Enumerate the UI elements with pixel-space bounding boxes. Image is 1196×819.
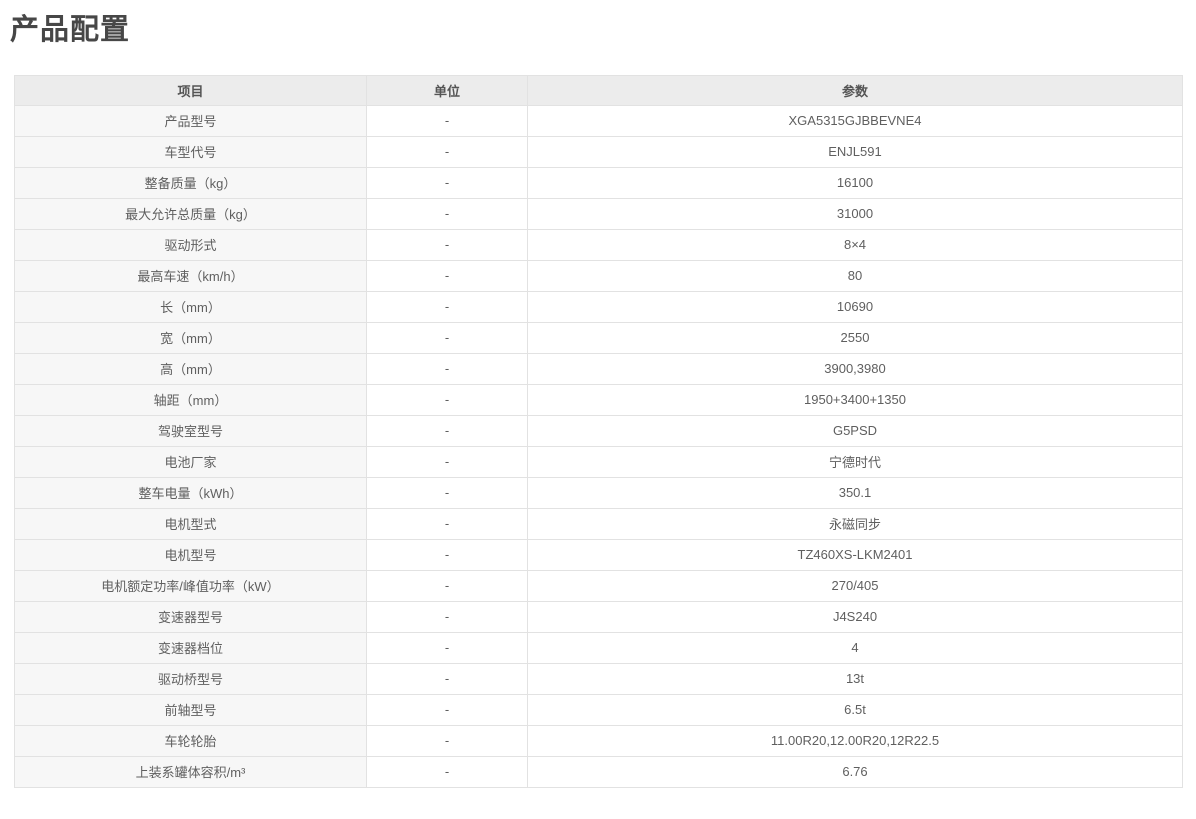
param-cell: 1950+3400+1350 [527,383,1183,416]
table-row: 高（mm） - 3900,3980 [14,352,1183,385]
item-cell: 驱动桥型号 [14,662,367,695]
param-cell: 6.5t [527,693,1183,726]
table-row: 最高车速（km/h） - 80 [14,259,1183,292]
item-cell: 变速器型号 [14,600,367,633]
unit-cell: - [366,197,528,230]
table-row: 前轴型号 - 6.5t [14,693,1183,726]
item-cell: 长（mm） [14,290,367,323]
table-row: 驱动桥型号 - 13t [14,662,1183,695]
table-row: 长（mm） - 10690 [14,290,1183,323]
unit-cell: - [366,414,528,447]
unit-cell: - [366,662,528,695]
unit-cell: - [366,507,528,540]
table-row: 电机型式 - 永磁同步 [14,507,1183,540]
param-cell: 31000 [527,197,1183,230]
item-cell: 驾驶室型号 [14,414,367,447]
column-header-item: 项目 [14,74,367,106]
unit-cell: - [366,476,528,509]
param-cell: 8×4 [527,228,1183,261]
unit-cell: - [366,724,528,757]
item-cell: 变速器档位 [14,631,367,664]
table-row: 整备质量（kg） - 16100 [14,166,1183,199]
unit-cell: - [366,538,528,571]
param-cell: 350.1 [527,476,1183,509]
param-cell: 270/405 [527,569,1183,602]
param-cell: 16100 [527,166,1183,199]
unit-cell: - [366,104,528,137]
unit-cell: - [366,166,528,199]
unit-cell: - [366,600,528,633]
item-cell: 最大允许总质量（kg） [14,197,367,230]
unit-cell: - [366,259,528,292]
spec-table: 项目 单位 参数 产品型号 - XGA5315GJBBEVNE4 车型代号 - … [14,74,1183,788]
unit-cell: - [366,383,528,416]
param-cell: 11.00R20,12.00R20,12R22.5 [527,724,1183,757]
unit-cell: - [366,290,528,323]
unit-cell: - [366,228,528,261]
item-cell: 车型代号 [14,135,367,168]
item-cell: 电池厂家 [14,445,367,478]
param-cell: 6.76 [527,755,1183,788]
item-cell: 宽（mm） [14,321,367,354]
table-row: 车型代号 - ENJL591 [14,135,1183,168]
unit-cell: - [366,135,528,168]
table-body: 产品型号 - XGA5315GJBBEVNE4 车型代号 - ENJL591 整… [14,104,1183,788]
table-row: 电池厂家 - 宁德时代 [14,445,1183,478]
item-cell: 上装系罐体容积/m³ [14,755,367,788]
item-cell: 轴距（mm） [14,383,367,416]
param-cell: 80 [527,259,1183,292]
table-row: 上装系罐体容积/m³ - 6.76 [14,755,1183,788]
table-row: 轴距（mm） - 1950+3400+1350 [14,383,1183,416]
item-cell: 电机型式 [14,507,367,540]
param-cell: J4S240 [527,600,1183,633]
param-cell: G5PSD [527,414,1183,447]
unit-cell: - [366,352,528,385]
table-header-row: 项目 单位 参数 [14,74,1183,106]
table-row: 宽（mm） - 2550 [14,321,1183,354]
param-cell: ENJL591 [527,135,1183,168]
table-row: 车轮轮胎 - 11.00R20,12.00R20,12R22.5 [14,724,1183,757]
param-cell: 2550 [527,321,1183,354]
item-cell: 电机型号 [14,538,367,571]
item-cell: 驱动形式 [14,228,367,261]
param-cell: 3900,3980 [527,352,1183,385]
table-row: 产品型号 - XGA5315GJBBEVNE4 [14,104,1183,137]
item-cell: 电机额定功率/峰值功率（kW） [14,569,367,602]
table-row: 整车电量（kWh） - 350.1 [14,476,1183,509]
item-cell: 车轮轮胎 [14,724,367,757]
param-cell: 宁德时代 [527,445,1183,478]
table-row: 电机型号 - TZ460XS-LKM2401 [14,538,1183,571]
param-cell: 13t [527,662,1183,695]
unit-cell: - [366,755,528,788]
column-header-param: 参数 [527,74,1183,106]
table-row: 最大允许总质量（kg） - 31000 [14,197,1183,230]
item-cell: 高（mm） [14,352,367,385]
unit-cell: - [366,569,528,602]
param-cell: 永磁同步 [527,507,1183,540]
page-title: 产品配置 [10,14,131,46]
param-cell: 4 [527,631,1183,664]
param-cell: XGA5315GJBBEVNE4 [527,104,1183,137]
unit-cell: - [366,321,528,354]
item-cell: 前轴型号 [14,693,367,726]
unit-cell: - [366,445,528,478]
item-cell: 最高车速（km/h） [14,259,367,292]
unit-cell: - [366,631,528,664]
item-cell: 整车电量（kWh） [14,476,367,509]
param-cell: 10690 [527,290,1183,323]
param-cell: TZ460XS-LKM2401 [527,538,1183,571]
table-row: 驱动形式 - 8×4 [14,228,1183,261]
table-row: 电机额定功率/峰值功率（kW） - 270/405 [14,569,1183,602]
item-cell: 产品型号 [14,104,367,137]
table-row: 变速器档位 - 4 [14,631,1183,664]
table-row: 驾驶室型号 - G5PSD [14,414,1183,447]
table-row: 变速器型号 - J4S240 [14,600,1183,633]
unit-cell: - [366,693,528,726]
column-header-unit: 单位 [366,74,528,106]
item-cell: 整备质量（kg） [14,166,367,199]
